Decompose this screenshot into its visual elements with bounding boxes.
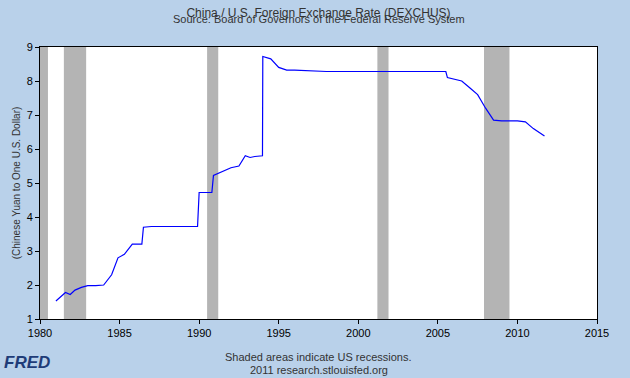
svg-text:7: 7 <box>27 109 33 121</box>
svg-text:9: 9 <box>27 41 33 53</box>
svg-text:8: 8 <box>27 75 33 87</box>
svg-text:Source: Board of Governors of: Source: Board of Governors of the Federa… <box>173 13 465 25</box>
svg-text:2: 2 <box>27 279 33 291</box>
svg-text:4: 4 <box>27 211 33 223</box>
svg-text:2000: 2000 <box>346 327 370 339</box>
svg-text:1980: 1980 <box>28 327 52 339</box>
svg-text:China / U.S. Foreign Exchange: China / U.S. Foreign Exchange Rate (DEXC… <box>186 6 450 20</box>
svg-text:2011 research.stlouisfed.org: 2011 research.stlouisfed.org <box>250 364 388 376</box>
svg-text:1985: 1985 <box>107 327 131 339</box>
svg-text:5: 5 <box>27 177 33 189</box>
svg-text:1995: 1995 <box>266 327 290 339</box>
svg-text:2015: 2015 <box>585 327 609 339</box>
svg-text:3: 3 <box>27 245 33 257</box>
svg-text:1: 1 <box>27 313 33 325</box>
svg-text:Shaded areas indicate US reces: Shaded areas indicate US recessions. <box>225 351 412 363</box>
svg-text:2005: 2005 <box>426 327 450 339</box>
svg-text:FRED: FRED <box>4 353 50 372</box>
svg-text:2010: 2010 <box>505 327 529 339</box>
svg-text:(Chinese Yuan to One U.S. Doll: (Chinese Yuan to One U.S. Dollar) <box>11 107 22 260</box>
svg-text:1990: 1990 <box>187 327 211 339</box>
svg-text:6: 6 <box>27 143 33 155</box>
